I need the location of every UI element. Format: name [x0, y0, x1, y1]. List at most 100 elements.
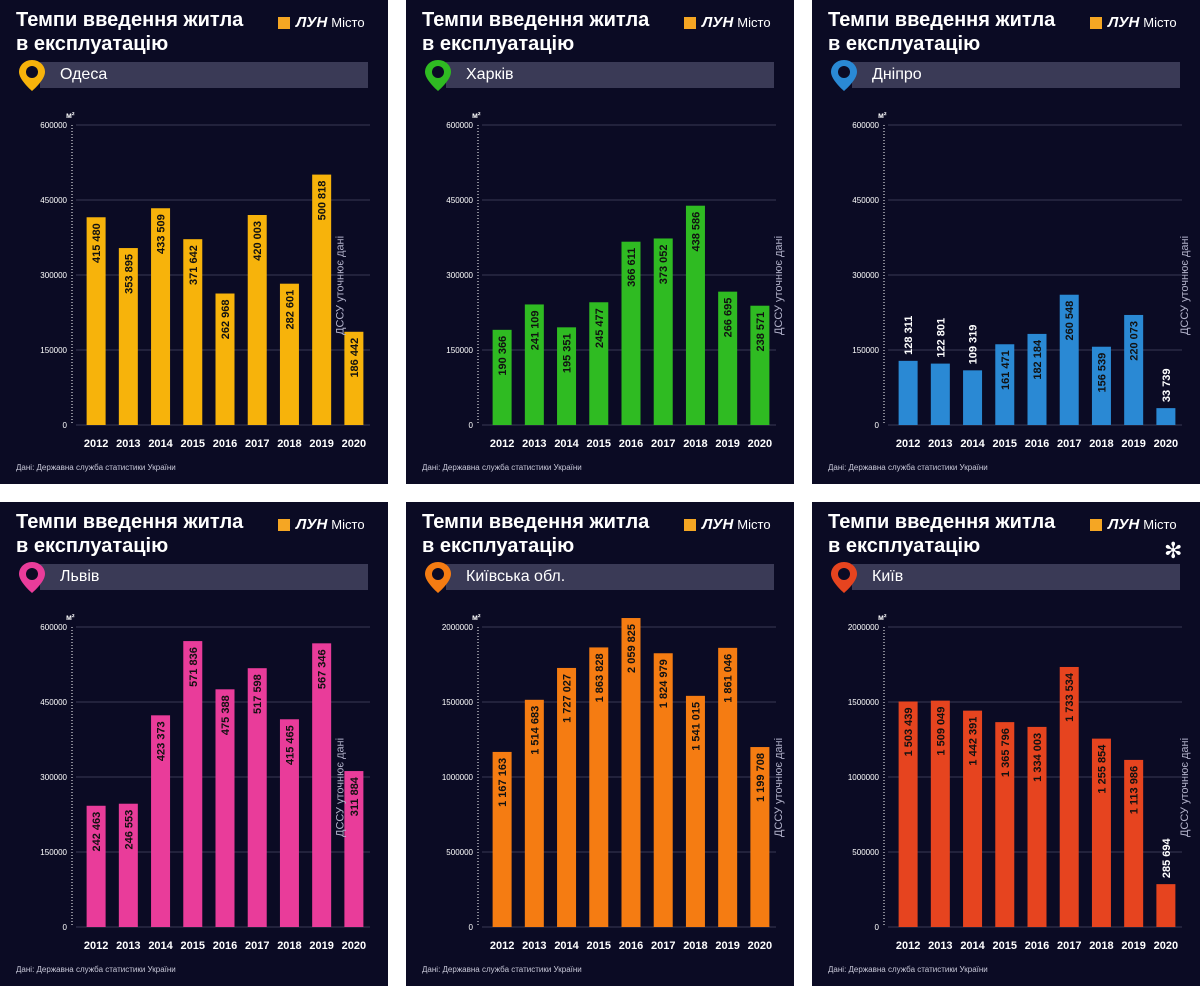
- y-tick-label: 300000: [40, 773, 67, 782]
- x-tick-label: 2014: [554, 438, 579, 450]
- bar-value-label: 475 388: [220, 695, 232, 735]
- bar: [1124, 314, 1144, 425]
- bar-value-label: 182 184: [1032, 339, 1044, 380]
- city-label-bar: Дніпро: [852, 62, 1180, 88]
- bar-value-label: 423 373: [156, 721, 168, 761]
- bar: [898, 360, 918, 425]
- x-tick-label: 2012: [896, 940, 920, 952]
- city-name: Київська обл.: [466, 568, 566, 585]
- y-tick-label: 0: [63, 421, 68, 430]
- x-tick-label: 2018: [277, 438, 301, 450]
- x-tick-label: 2014: [148, 940, 173, 952]
- bar-value-label: 371 642: [188, 245, 200, 285]
- bar-value-label: 33 739: [1161, 368, 1173, 402]
- x-tick-label: 2019: [309, 940, 333, 952]
- bar: [557, 327, 577, 425]
- city-label-bar: Одеса: [40, 62, 368, 88]
- bar: [86, 217, 106, 425]
- y-tick-label: 0: [469, 421, 474, 430]
- bar-value-label: 1 199 708: [755, 753, 767, 802]
- bar: [344, 331, 364, 425]
- logo-square-icon: [278, 16, 290, 29]
- bar: [247, 214, 267, 425]
- bar-value-label: 415 480: [91, 223, 103, 263]
- city-label-bar: Київська обл.: [446, 564, 774, 590]
- bar: [1124, 759, 1144, 927]
- data-source-caption: Дані: Державна служба статистики України: [16, 965, 176, 974]
- x-tick-label: 2015: [587, 940, 611, 952]
- x-tick-label: 2016: [619, 940, 643, 952]
- bar: [151, 208, 171, 425]
- bar-chart: м² 0 150000 300000 450000 600000 128 311 2012 12…: [852, 111, 1191, 450]
- brand-logo: ЛУН Місто: [684, 14, 771, 31]
- y-tick-label: 0: [875, 421, 880, 430]
- chart-panel: Темпи введення житла в експлуатацію ЛУН Міс…: [812, 502, 1200, 986]
- bar: [995, 344, 1015, 425]
- bar: [718, 647, 738, 927]
- bar: [589, 647, 609, 927]
- logo-square-icon: [1090, 518, 1102, 531]
- y-tick-label: 600000: [40, 623, 67, 632]
- bar-value-label: 190 366: [497, 336, 509, 376]
- bar-value-label: 420 003: [252, 221, 264, 261]
- y-tick-label: 300000: [40, 271, 67, 280]
- bar: [1156, 884, 1176, 927]
- y-tick-label: 1000000: [442, 773, 474, 782]
- bar-chart: м² 0 500000 1000000 1500000 2000000 1 503 439 2…: [848, 613, 1191, 952]
- chart-panel: Темпи введення житла в експлуатацію ЛУН Міс…: [0, 502, 388, 986]
- bar: [750, 305, 770, 425]
- x-tick-label: 2017: [245, 438, 269, 450]
- x-tick-label: 2017: [651, 438, 675, 450]
- bar: [118, 248, 138, 425]
- bar-value-label: 1 365 796: [1000, 728, 1012, 777]
- chart-title: Темпи введення житла в експлуатацію: [422, 8, 672, 56]
- title-line-2: в експлуатацію: [16, 33, 169, 55]
- bar: [492, 751, 512, 927]
- bar-value-label: 1 863 828: [594, 653, 606, 702]
- bar-value-label: 242 463: [91, 812, 103, 852]
- data-note: ДССУ уточнює дані: [1179, 738, 1191, 837]
- bar: [621, 618, 641, 927]
- x-tick-label: 2015: [587, 438, 611, 450]
- city-label-bar: Львів: [40, 564, 368, 590]
- bar-value-label: 353 895: [123, 254, 135, 294]
- bar: [557, 667, 577, 927]
- bar: [279, 283, 299, 425]
- bar: [118, 803, 138, 927]
- bar-chart: м² 0 150000 300000 450000 600000 242 463 2012 24…: [40, 613, 370, 952]
- bar-value-label: 433 509: [156, 214, 168, 254]
- x-tick-label: 2020: [342, 438, 366, 450]
- x-tick-label: 2017: [651, 940, 675, 952]
- bar: [312, 643, 332, 927]
- bar: [718, 291, 738, 425]
- brand-logo: ЛУН Місто: [1090, 516, 1177, 533]
- bar-value-label: 128 311: [903, 316, 915, 355]
- location-pin-icon: [425, 60, 451, 91]
- x-tick-label: 2020: [748, 940, 772, 952]
- city-name: Дніпро: [872, 66, 922, 83]
- brand-logo: ЛУН Місто: [278, 14, 365, 31]
- bar-value-label: 1 167 163: [497, 758, 509, 807]
- x-tick-label: 2020: [1154, 940, 1178, 952]
- x-tick-label: 2016: [213, 940, 237, 952]
- chart-panel: Темпи введення житла в експлуатацію ЛУН Міс…: [406, 0, 794, 484]
- chart-title: Темпи введення житла в експлуатацію: [828, 510, 1078, 558]
- chart-title: Темпи введення житла в експлуатацію: [828, 8, 1078, 56]
- x-tick-label: 2016: [1025, 438, 1049, 450]
- bar: [86, 805, 106, 927]
- bar-value-label: 500 818: [317, 181, 329, 221]
- bar-chart: м² 0 500000 1000000 1500000 2000000 1 167 163 2…: [442, 613, 785, 952]
- title-line-2: в експлуатацію: [422, 535, 575, 557]
- asterisk-icon: ✻: [1164, 538, 1183, 563]
- y-tick-label: 450000: [40, 698, 67, 707]
- logo-city: Місто: [737, 15, 771, 30]
- y-unit-label: м²: [878, 613, 887, 622]
- y-unit-label: м²: [472, 613, 481, 622]
- x-tick-label: 2013: [928, 438, 952, 450]
- bar-value-label: 438 586: [690, 212, 702, 252]
- x-tick-label: 2020: [342, 940, 366, 952]
- bar-value-label: 1 861 046: [723, 654, 735, 703]
- bar: [1091, 738, 1111, 927]
- location-pin-icon: [831, 60, 857, 91]
- data-source-caption: Дані: Державна служба статистики України: [422, 463, 582, 472]
